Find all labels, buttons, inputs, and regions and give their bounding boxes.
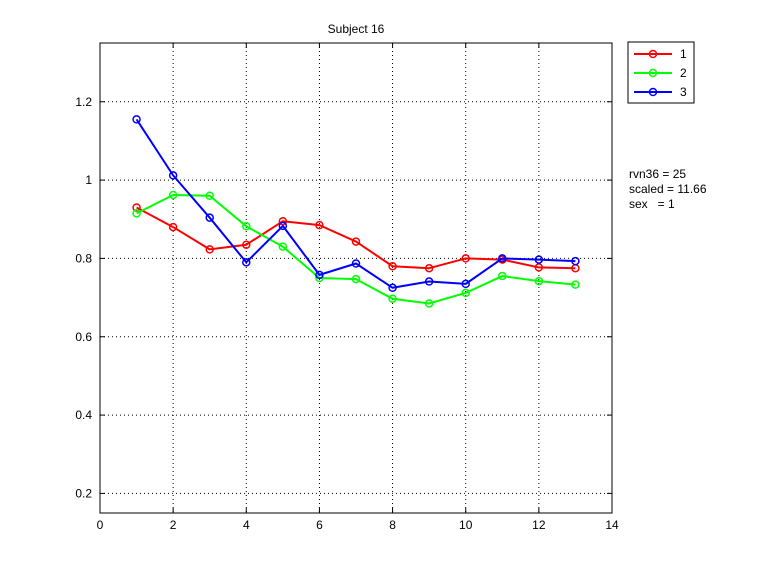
data-point — [315, 220, 324, 230]
y-tick-label: 1.2 — [75, 95, 92, 109]
data-point — [534, 255, 544, 264]
x-tick-label: 0 — [97, 518, 104, 532]
data-point — [534, 276, 544, 286]
data-point — [461, 288, 470, 298]
legend-entry[interactable]: 3 — [634, 85, 687, 99]
data-point — [278, 216, 288, 226]
data-point — [205, 213, 214, 222]
data-point — [278, 242, 288, 251]
data-point — [132, 203, 141, 212]
x-tick-label: 14 — [605, 518, 619, 532]
legend-label: 3 — [680, 85, 687, 99]
legend-label: 2 — [680, 66, 687, 80]
y-tick-label: 0.6 — [75, 330, 92, 344]
axes-box — [99, 42, 613, 514]
data-point — [461, 279, 470, 289]
data-point — [571, 256, 580, 266]
legend-entry[interactable]: 1 — [634, 47, 687, 61]
x-tick-label: 6 — [316, 518, 323, 532]
data-point — [242, 240, 251, 249]
axes: 0 2 4 6 8 10 12 14 0.2 0.4 0.6 0.8 1 1.2 — [75, 42, 619, 532]
data-point — [205, 245, 214, 254]
data-point — [424, 277, 434, 286]
legend-marker — [648, 68, 658, 78]
x-tick-label: 12 — [532, 518, 546, 532]
annotation-line: rvn36 = 25 — [629, 167, 686, 181]
series-2 — [132, 190, 580, 308]
data-point — [132, 115, 141, 124]
data-point — [242, 222, 251, 231]
plot-area — [100, 43, 612, 513]
legend-marker — [648, 49, 658, 59]
data-point — [461, 254, 470, 263]
chart-title: Subject 16 — [328, 22, 385, 36]
data-point — [168, 190, 178, 200]
data-point — [388, 262, 397, 271]
annotation-line: scaled = 11.66 — [629, 182, 707, 196]
data-point — [168, 171, 178, 180]
y-tick-label: 0.2 — [75, 486, 92, 500]
x-tick-label: 8 — [389, 518, 396, 532]
series-line-3 — [135, 118, 576, 289]
data-point — [315, 270, 324, 280]
data-point — [205, 191, 214, 200]
data-point — [351, 237, 361, 246]
data-point — [498, 271, 507, 281]
y-tick-label: 0.8 — [75, 251, 92, 265]
x-tick-label: 10 — [459, 518, 473, 532]
series-layer — [132, 115, 580, 308]
data-point — [132, 209, 141, 218]
data-point — [498, 254, 507, 263]
legend-label: 1 — [680, 47, 687, 61]
legend-marker — [648, 87, 658, 97]
legend[interactable]: 1 2 3 — [627, 41, 695, 104]
data-point — [424, 263, 434, 273]
data-point — [571, 280, 580, 289]
data-point — [351, 259, 361, 268]
legend-entry[interactable]: 2 — [634, 66, 687, 80]
series-3 — [132, 115, 580, 293]
x-tick-label: 2 — [170, 518, 177, 532]
data-point — [278, 221, 288, 231]
ticks: 0 2 4 6 8 10 12 14 0.2 0.4 0.6 0.8 1 1.2 — [75, 43, 619, 532]
data-point — [388, 294, 397, 304]
series-line-2 — [136, 193, 576, 305]
y-tick-label: 1 — [85, 173, 92, 187]
data-point — [424, 299, 434, 308]
data-point — [351, 274, 361, 284]
y-tick-label: 0.4 — [75, 408, 92, 422]
data-point — [534, 263, 544, 272]
data-point — [388, 283, 397, 293]
x-tick-label: 4 — [243, 518, 250, 532]
annotation-line: sex = 1 — [629, 197, 675, 211]
grid — [100, 43, 612, 513]
data-point — [168, 222, 178, 232]
data-point — [242, 258, 251, 267]
